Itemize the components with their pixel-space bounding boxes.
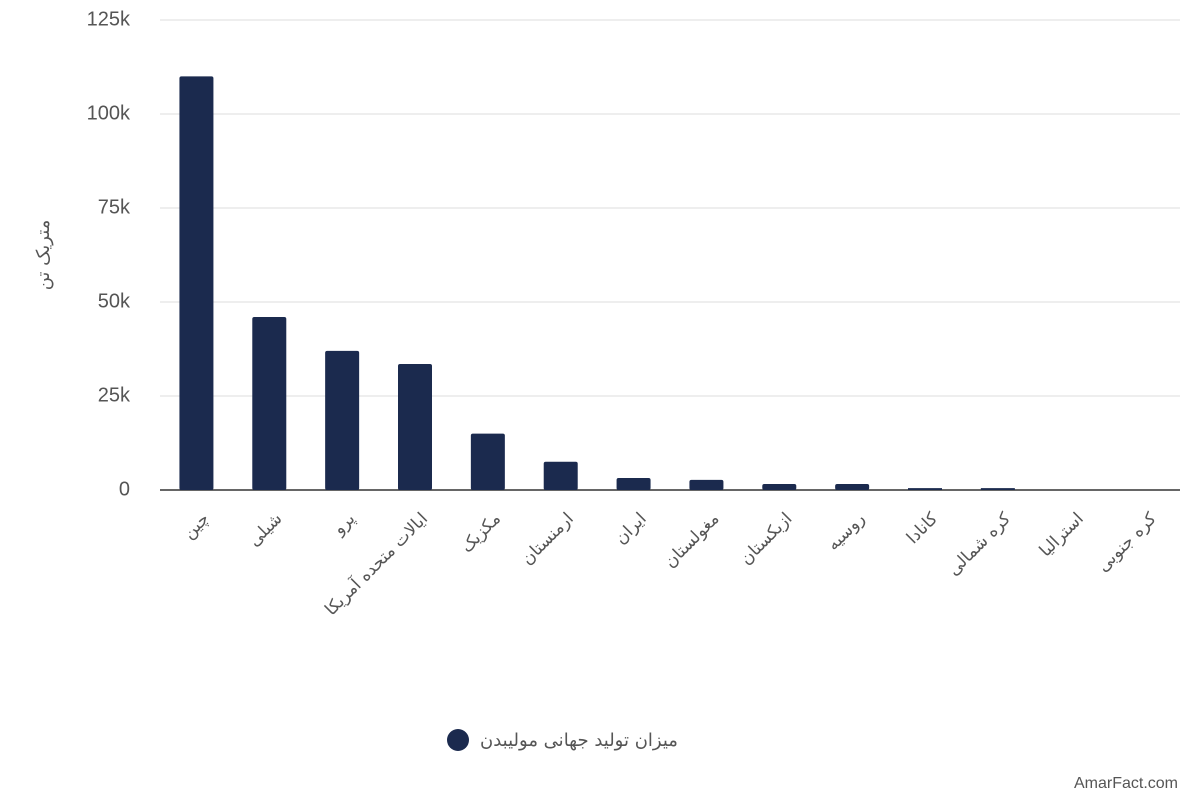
x-tick-label: کره شمالی <box>944 508 1016 580</box>
bar <box>470 433 505 490</box>
x-tick-label: روسیه <box>823 509 869 555</box>
x-tick-label: کانادا <box>903 508 943 548</box>
bar <box>543 461 578 490</box>
bar <box>325 350 360 490</box>
x-tick-label: مغولستان <box>660 509 723 572</box>
bar <box>689 479 724 490</box>
watermark: AmarFact.com <box>1074 775 1178 792</box>
x-tick-label: چین <box>179 509 213 543</box>
bar <box>762 483 797 490</box>
x-tick-label: مکزیک <box>457 509 505 557</box>
x-tick-label: ایران <box>611 509 651 549</box>
x-tick-label: پرو <box>329 509 360 540</box>
x-tick-label: استرالیا <box>1036 509 1088 561</box>
bar <box>908 488 942 490</box>
y-tick-label: 50k <box>98 290 131 312</box>
x-tick-label: ازبکستان <box>736 509 796 569</box>
bar <box>398 364 432 490</box>
bar <box>835 483 870 490</box>
x-tick-label: شیلی <box>245 509 287 551</box>
legend-label: میزان تولید جهانی مولیبدن <box>480 730 678 751</box>
y-tick-label: 125k <box>87 8 131 30</box>
y-tick-label: 100k <box>87 102 131 124</box>
y-tick-label: 0 <box>119 478 130 500</box>
x-tick-label: کره جنوبی <box>1093 508 1161 576</box>
bar <box>616 477 651 490</box>
bar <box>252 317 287 490</box>
bar <box>179 76 214 491</box>
x-tick-label: ارمنستان <box>518 509 578 569</box>
y-tick-label: 75k <box>98 196 131 218</box>
y-axis-title: متریک تن <box>33 220 54 291</box>
bar <box>980 488 1015 490</box>
legend-marker <box>447 729 469 751</box>
y-tick-label: 25k <box>98 384 131 406</box>
